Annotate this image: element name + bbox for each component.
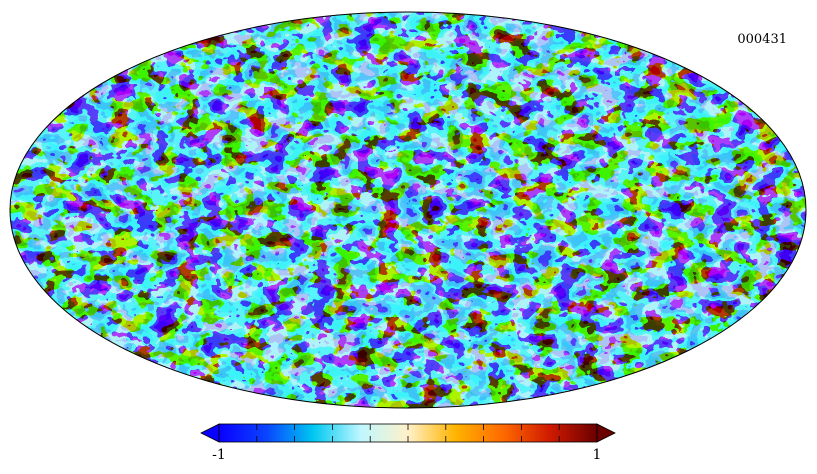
colorbar-min-label: -1 [212, 447, 226, 463]
map-field [10, 12, 806, 408]
map-outline [9, 11, 807, 409]
map-id-label: 000431 [737, 32, 787, 47]
colorbar-max-label: 1 [592, 447, 602, 463]
